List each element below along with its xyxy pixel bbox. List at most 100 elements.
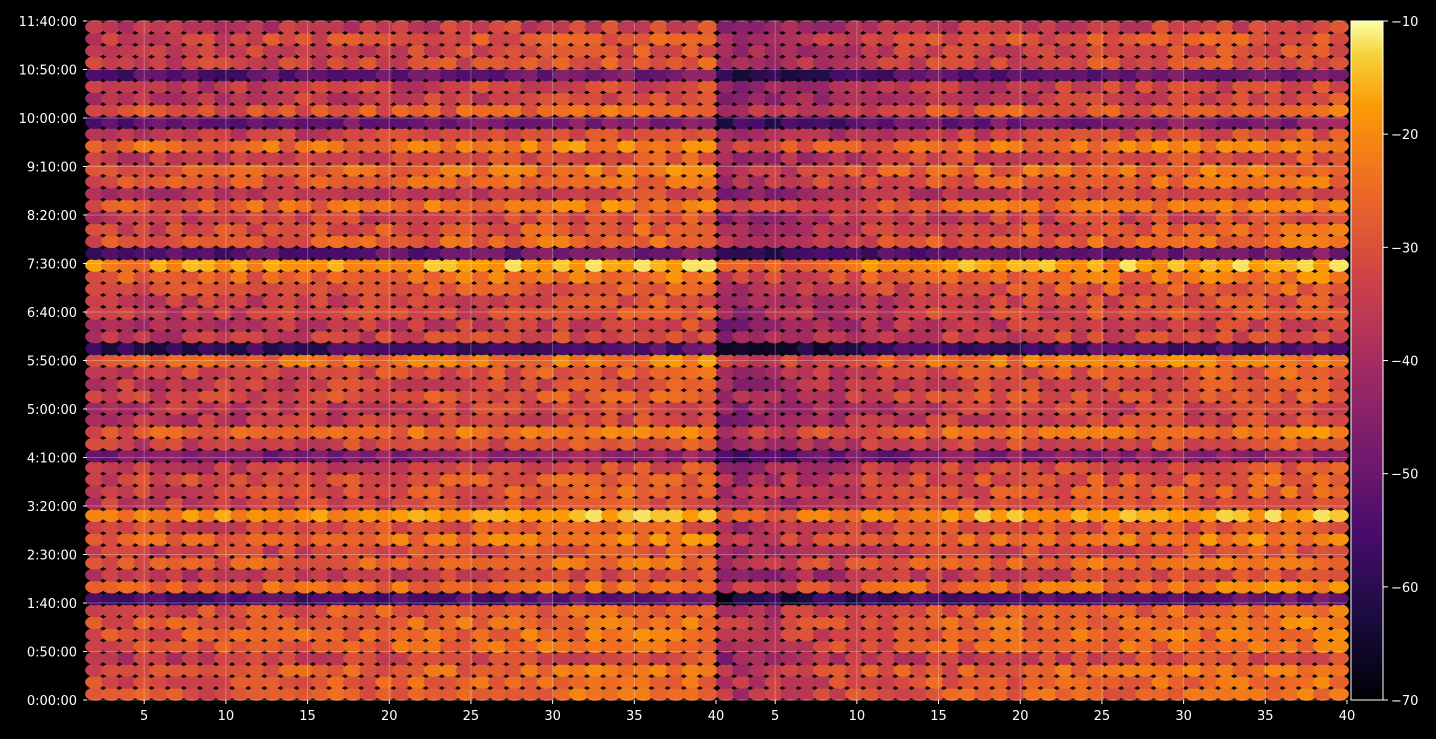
heatmap-cell [665, 44, 686, 58]
heatmap-cell [552, 556, 573, 570]
heatmap-cell [262, 20, 283, 34]
heatmap-cell [1070, 604, 1091, 618]
heatmap-cell [504, 306, 525, 320]
heatmap-cell [536, 663, 557, 677]
heatmap-cell [391, 127, 412, 141]
heatmap-cell [327, 222, 347, 237]
heatmap-cell [552, 282, 573, 296]
heatmap-cell [407, 91, 428, 106]
heatmap-cell [504, 294, 525, 308]
heatmap-cell [278, 484, 299, 499]
heatmap-cell [294, 115, 315, 129]
heatmap-cell [149, 139, 170, 153]
heatmap-cell [278, 604, 299, 618]
heatmap-cell [149, 532, 170, 546]
heatmap-cell [697, 604, 718, 618]
heatmap-cell [294, 556, 315, 570]
heatmap-cell [262, 520, 283, 534]
heatmap-cell [1038, 687, 1059, 701]
heatmap-cell [181, 627, 202, 642]
heatmap-cell [504, 175, 525, 189]
heatmap-cell [85, 604, 106, 618]
heatmap-cell [697, 401, 718, 415]
heatmap-cell [262, 651, 283, 665]
heatmap-cell [568, 270, 589, 284]
heatmap-cell [165, 484, 186, 499]
heatmap-cell [665, 139, 686, 153]
heatmap-cell [117, 353, 138, 368]
heatmap-cell [133, 103, 154, 118]
heatmap-cell [85, 508, 106, 523]
heatmap-cell [941, 592, 962, 606]
heatmap-cell [1167, 568, 1188, 582]
heatmap-cell [552, 306, 573, 320]
heatmap-cell [391, 341, 412, 356]
heatmap-cell [198, 484, 218, 499]
heatmap-cell [568, 198, 589, 213]
heatmap-cell [649, 115, 670, 129]
heatmap-cell [327, 401, 347, 415]
heatmap-cell [1183, 615, 1204, 630]
heatmap-cell [536, 604, 557, 618]
heatmap-cell [278, 139, 299, 153]
heatmap-cell [536, 437, 557, 451]
heatmap-cell [488, 103, 509, 118]
heatmap-cell [310, 532, 331, 546]
heatmap-cell [845, 556, 866, 570]
heatmap-cell [649, 234, 670, 249]
heatmap-cell [633, 306, 654, 320]
heatmap-cell [214, 472, 235, 487]
heatmap-cell [423, 20, 444, 34]
colorbar-tick-label: −40 [1391, 355, 1418, 370]
heatmap-cell [327, 115, 347, 129]
heatmap-cell [617, 663, 638, 677]
heatmap-cell [974, 580, 995, 594]
heatmap-cell [456, 163, 476, 177]
heatmap-cell [246, 163, 267, 177]
heatmap-cell [181, 294, 202, 308]
heatmap-cell [1054, 615, 1075, 630]
heatmap-cell [165, 508, 186, 523]
heatmap-cell [85, 187, 106, 201]
heatmap-cell [536, 365, 557, 380]
heatmap-cell [1054, 568, 1075, 582]
heatmap-cell [1103, 627, 1124, 642]
heatmap-cell [665, 544, 686, 558]
heatmap-cell [391, 592, 412, 606]
heatmap-cell [165, 639, 186, 654]
heatmap-cell [391, 544, 412, 558]
heatmap-cell [262, 639, 283, 654]
heatmap-cell [407, 472, 428, 487]
heatmap-cell [375, 318, 396, 332]
heatmap-cell [327, 377, 347, 391]
heatmap-cell [133, 282, 154, 296]
heatmap-cell [391, 318, 412, 332]
heatmap-cell [278, 44, 299, 58]
heatmap-cell [278, 556, 299, 570]
heatmap-cell [536, 556, 557, 570]
heatmap-cell [262, 461, 283, 475]
heatmap-cell [1328, 437, 1349, 451]
heatmap-cell [877, 675, 898, 689]
heatmap-cell [278, 580, 299, 594]
heatmap-cell [149, 187, 170, 201]
heatmap-cell [633, 520, 654, 534]
x-axis-right: 5 10 15 20 25 30 35 40 [771, 700, 1355, 724]
heatmap-cell [681, 365, 702, 380]
heatmap-cell [456, 556, 476, 570]
heatmap-cell [1296, 604, 1317, 618]
heatmap-cell [149, 651, 170, 665]
heatmap-cell [697, 282, 718, 296]
heatmap-cell [294, 151, 315, 165]
heatmap-cell [310, 544, 331, 558]
heatmap-cell [1328, 330, 1349, 344]
heatmap-cell [472, 449, 493, 463]
heatmap-cell [343, 592, 364, 606]
heatmap-cell [327, 425, 347, 439]
heatmap-cell [877, 627, 898, 642]
heatmap-cell [117, 592, 138, 606]
heatmap-cell [1119, 568, 1140, 582]
heatmap-cell [1070, 651, 1091, 665]
heatmap-cell [375, 437, 396, 451]
heatmap-cell [488, 544, 509, 558]
